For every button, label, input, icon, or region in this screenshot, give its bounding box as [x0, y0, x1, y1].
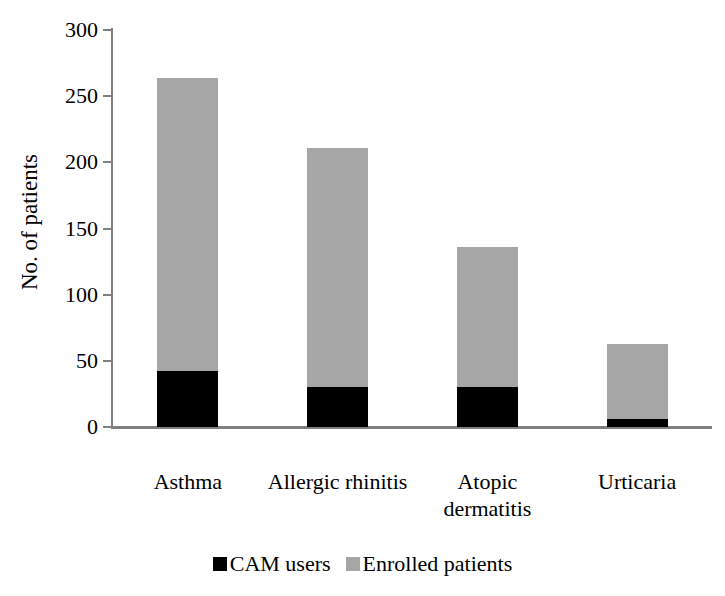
- x-category-label: Allergic rhinitis: [263, 468, 413, 522]
- y-axis-line: [111, 28, 113, 428]
- x-axis-labels: AsthmaAllergic rhinitisAtopicdermatitisU…: [113, 468, 712, 522]
- legend-swatch-icon: [213, 557, 227, 571]
- y-tick-mark: [103, 95, 111, 97]
- legend: CAM users Enrolled patients: [0, 551, 725, 577]
- y-tick-mark: [103, 161, 111, 163]
- x-category-label: Asthma: [113, 468, 263, 522]
- segment-cam-users: [307, 387, 368, 427]
- legend-swatch-icon: [346, 557, 360, 571]
- x-category-label-line: Asthma: [113, 468, 263, 495]
- y-tick-mark: [103, 29, 111, 31]
- bar-allergic-rhinitis: [307, 0, 368, 427]
- bar-urticaria: [607, 0, 668, 427]
- y-tick-label: 100: [28, 282, 98, 308]
- y-tick-label: 200: [28, 149, 98, 175]
- y-tick-label: 300: [28, 17, 98, 43]
- x-category-label-line: Urticaria: [562, 468, 712, 495]
- segment-cam-users: [457, 387, 518, 427]
- legend-entry-cam-users: CAM users: [213, 551, 331, 577]
- y-tick-mark: [103, 426, 111, 428]
- y-tick-label: 250: [28, 83, 98, 109]
- x-category-label-line: Atopic: [413, 468, 563, 495]
- legend-label: CAM users: [230, 551, 331, 577]
- x-category-label: Urticaria: [562, 468, 712, 522]
- y-tick-mark: [103, 228, 111, 230]
- segment-enrolled-patients: [157, 78, 218, 372]
- y-tick-label: 0: [28, 414, 98, 440]
- segment-enrolled-patients: [607, 344, 668, 419]
- y-tick-label: 150: [28, 216, 98, 242]
- y-tick-mark: [103, 294, 111, 296]
- legend-label: Enrolled patients: [363, 551, 513, 577]
- segment-cam-users: [157, 371, 218, 427]
- x-category-label: Atopicdermatitis: [413, 468, 563, 522]
- y-tick-mark: [103, 360, 111, 362]
- bar-atopic-dermatitis: [457, 0, 518, 427]
- stacked-bar-chart-figure: No. of patients 050100150200250300 Asthm…: [0, 0, 725, 596]
- segment-enrolled-patients: [307, 148, 368, 388]
- bar-asthma: [157, 0, 218, 427]
- segment-cam-users: [607, 419, 668, 427]
- segment-enrolled-patients: [457, 247, 518, 387]
- legend-entry-enrolled-patients: Enrolled patients: [346, 551, 513, 577]
- x-category-label-line: dermatitis: [413, 495, 563, 522]
- y-tick-label: 50: [28, 348, 98, 374]
- x-category-label-line: Allergic rhinitis: [263, 468, 413, 495]
